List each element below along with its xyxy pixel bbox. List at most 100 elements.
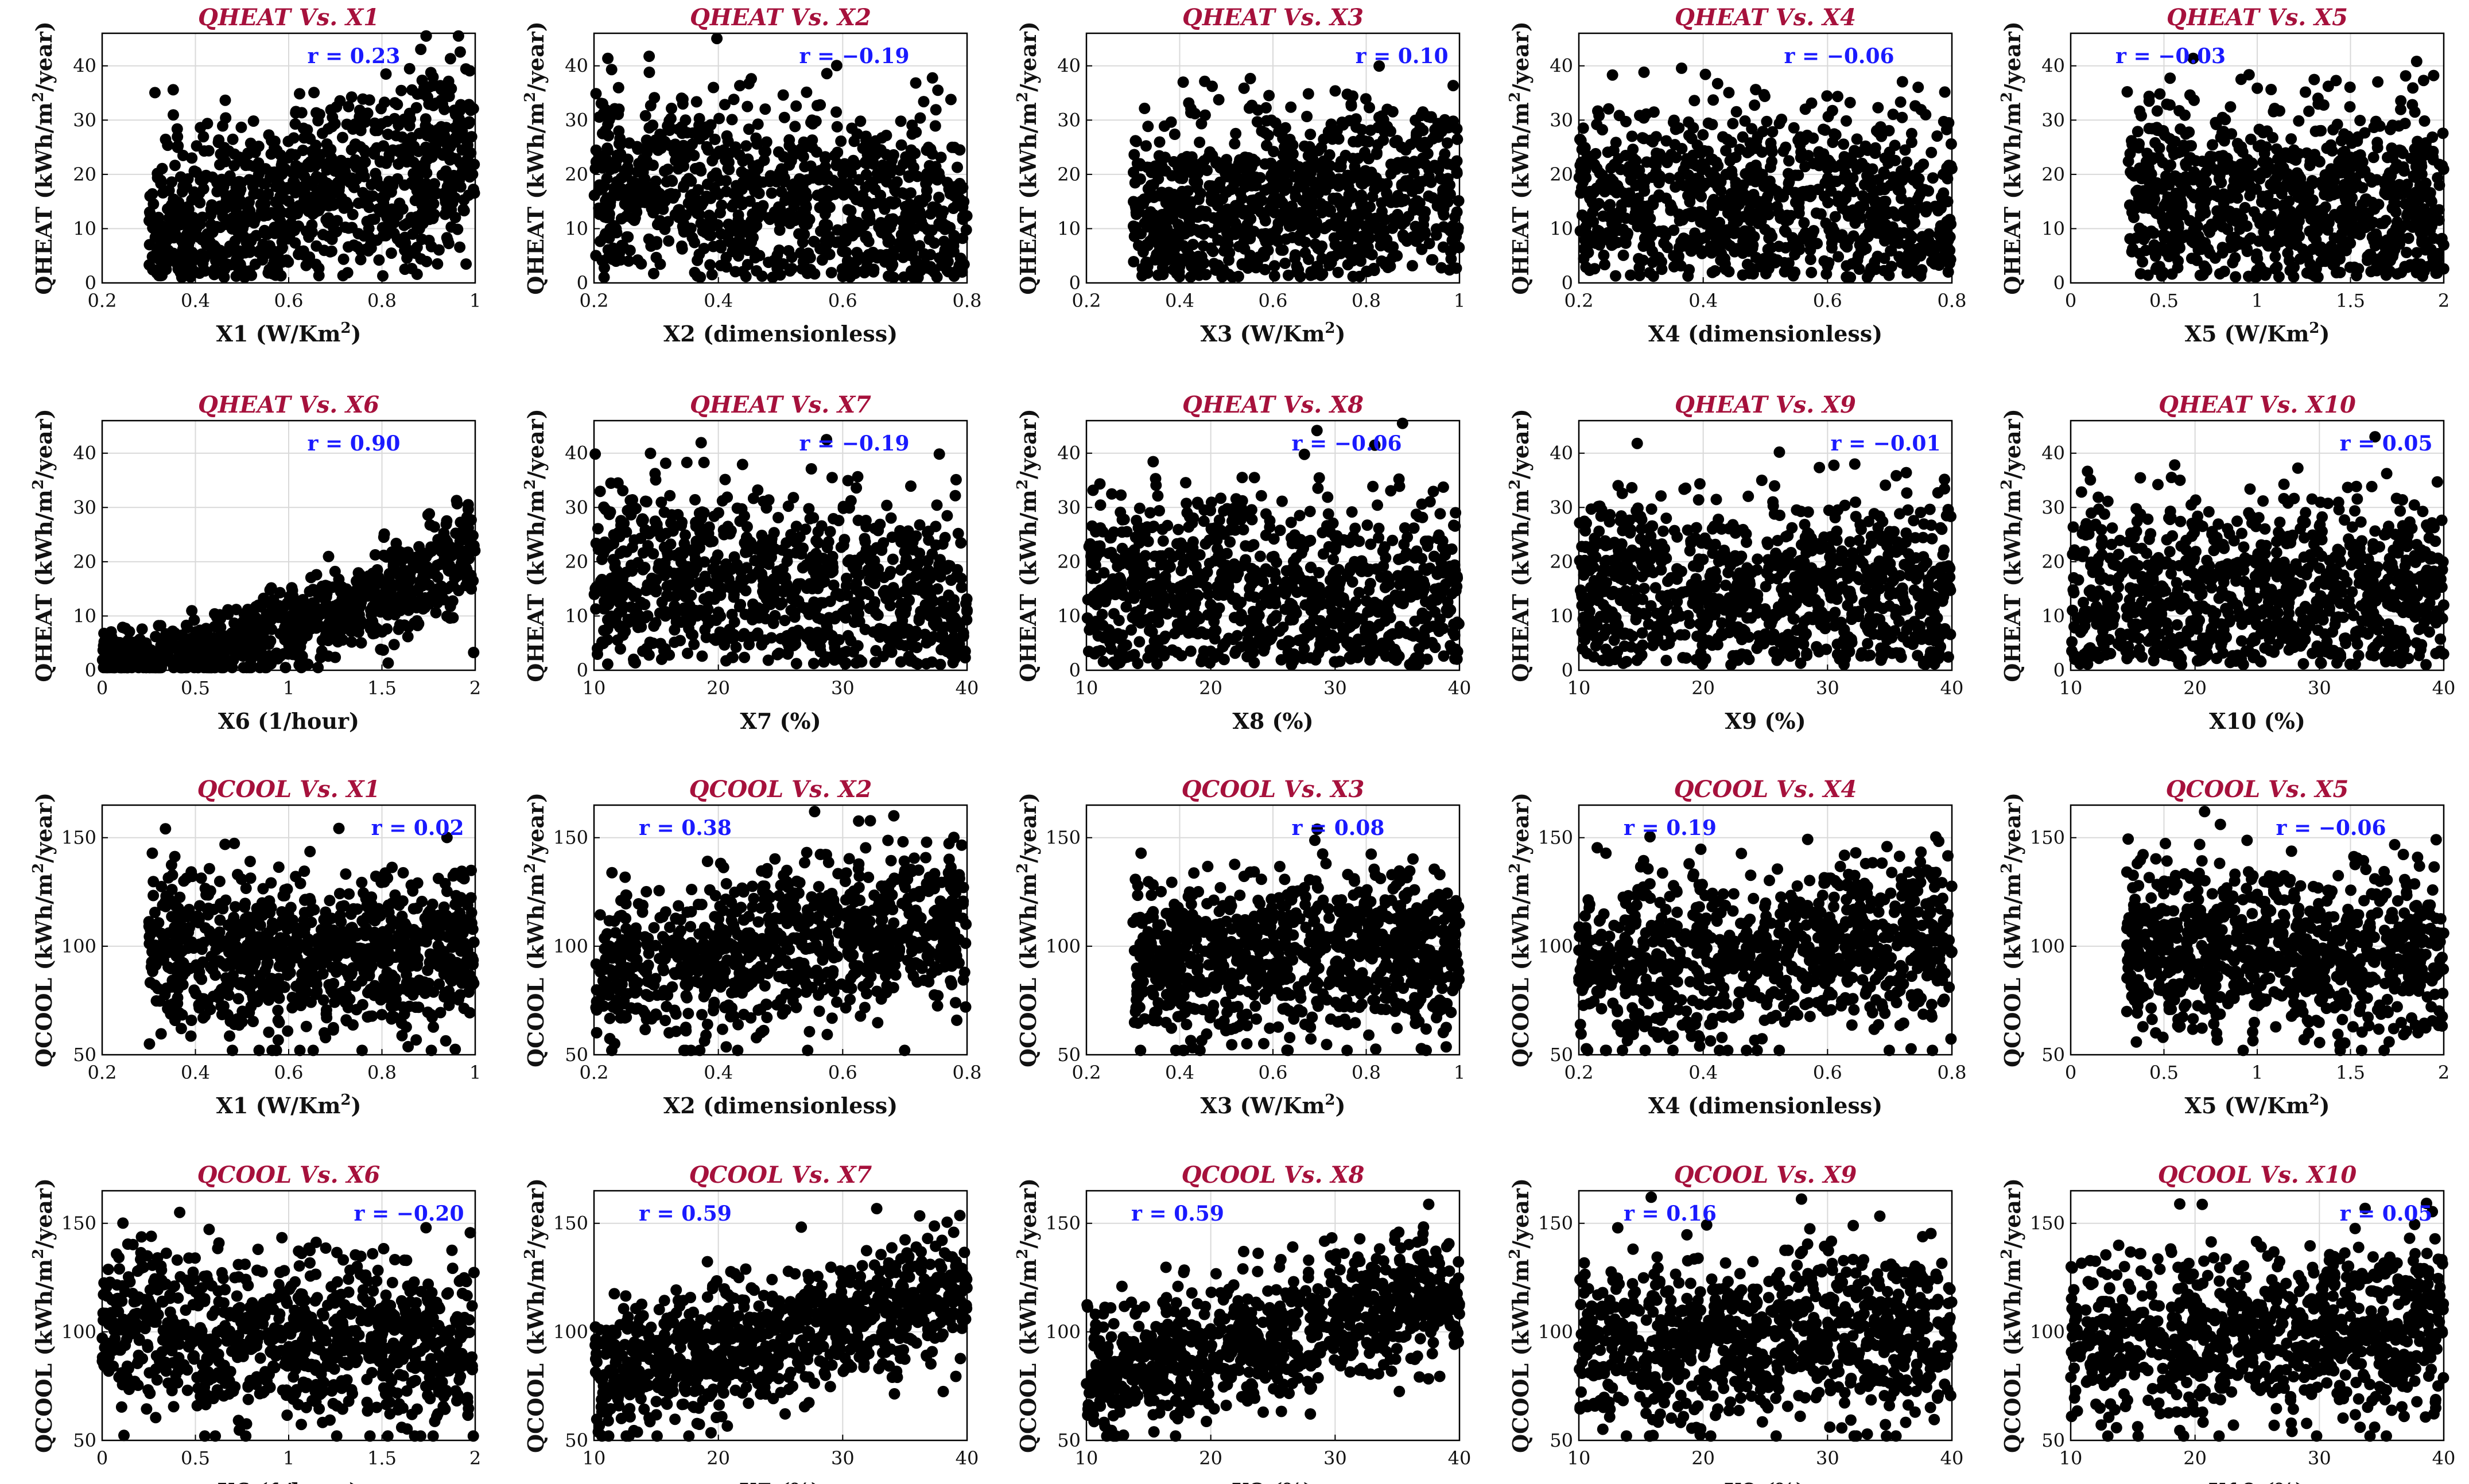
data-point [728, 188, 739, 200]
data-point [724, 227, 735, 239]
data-point [1333, 161, 1345, 173]
y-tick-label: 40 [1057, 55, 1081, 77]
data-point [1262, 244, 1274, 257]
data-point [346, 222, 358, 234]
data-point [1890, 210, 1903, 222]
panel-title: QHEAT Vs. X1 [198, 4, 379, 31]
data-point [293, 220, 305, 232]
data-point [715, 207, 726, 219]
data-point [686, 138, 698, 150]
data-point [370, 168, 382, 180]
data-point [341, 118, 353, 130]
data-point [2395, 103, 2406, 115]
data-point [2184, 89, 2196, 101]
data-point [809, 236, 820, 248]
data-point [1406, 260, 1418, 271]
data-point [2372, 76, 2384, 88]
data-point [1855, 212, 1867, 224]
data-point [756, 270, 768, 282]
data-point [845, 205, 857, 217]
data-point [1605, 162, 1617, 174]
data-point [2154, 125, 2166, 137]
data-point [702, 144, 714, 156]
data-point [2424, 187, 2436, 199]
data-point [396, 131, 408, 143]
data-point [347, 208, 359, 220]
data-point [1356, 194, 1368, 206]
data-point [1384, 260, 1396, 272]
data-point [1590, 147, 1602, 160]
data-point [2218, 265, 2230, 277]
data-point [1422, 147, 1434, 160]
data-point [903, 206, 915, 218]
data-point [2325, 180, 2337, 192]
data-point [2278, 168, 2291, 180]
correlation-label: r = −0.19 [799, 44, 910, 68]
data-point [2124, 147, 2136, 160]
data-point [449, 192, 461, 204]
data-point [2181, 184, 2193, 196]
data-points [143, 30, 480, 283]
data-point [1925, 146, 1938, 158]
data-point [821, 219, 833, 231]
data-point [1213, 220, 1225, 232]
data-point [408, 141, 420, 153]
data-point [935, 151, 947, 164]
data-point [912, 271, 924, 283]
data-point [1139, 102, 1151, 114]
data-point [316, 127, 328, 139]
data-point [696, 199, 708, 211]
data-point [1248, 226, 1260, 238]
data-point [1401, 235, 1413, 247]
data-point [945, 94, 957, 106]
data-point [1877, 182, 1889, 194]
data-point [1767, 252, 1779, 265]
data-point [1926, 255, 1938, 267]
data-point [1333, 179, 1345, 191]
data-point [1714, 238, 1726, 250]
data-point [1710, 156, 1722, 168]
data-point [1730, 185, 1742, 197]
data-point [862, 197, 874, 209]
data-point [459, 133, 471, 145]
data-point [1885, 245, 1897, 257]
data-point [326, 121, 338, 133]
data-point [263, 240, 275, 252]
data-point [831, 121, 843, 133]
data-point [2143, 164, 2155, 176]
x-tick-label: 0.8 [1938, 290, 1967, 312]
data-point [1352, 231, 1364, 243]
data-point [2270, 143, 2282, 155]
data-point [2245, 232, 2257, 244]
data-point [197, 131, 209, 143]
data-point [309, 207, 321, 219]
data-point [914, 112, 926, 124]
data-point [1599, 259, 1610, 271]
data-point [659, 223, 671, 235]
data-point [1400, 175, 1412, 187]
data-point [1279, 184, 1291, 196]
x-tick-label: 1.5 [2336, 290, 2365, 312]
data-point [690, 96, 702, 108]
data-point [778, 111, 790, 123]
data-point [1451, 133, 1463, 145]
data-point [1647, 246, 1658, 257]
data-point [1782, 211, 1794, 223]
data-point [2359, 165, 2371, 177]
data-point [195, 122, 207, 134]
data-point [2148, 152, 2160, 164]
data-point [155, 174, 167, 187]
data-point [465, 160, 477, 172]
data-point [1259, 263, 1271, 275]
data-point [2184, 153, 2196, 165]
x-tick-label: 1 [2251, 290, 2263, 312]
data-point [611, 227, 623, 239]
data-point [1638, 112, 1650, 124]
data-point [1194, 137, 1206, 148]
data-point [2121, 86, 2133, 98]
x-axis-label: X1 (W/Km2) [216, 320, 361, 347]
data-point [1892, 184, 1904, 196]
data-point [777, 89, 789, 101]
data-point [1683, 264, 1695, 275]
data-point [1653, 189, 1665, 201]
